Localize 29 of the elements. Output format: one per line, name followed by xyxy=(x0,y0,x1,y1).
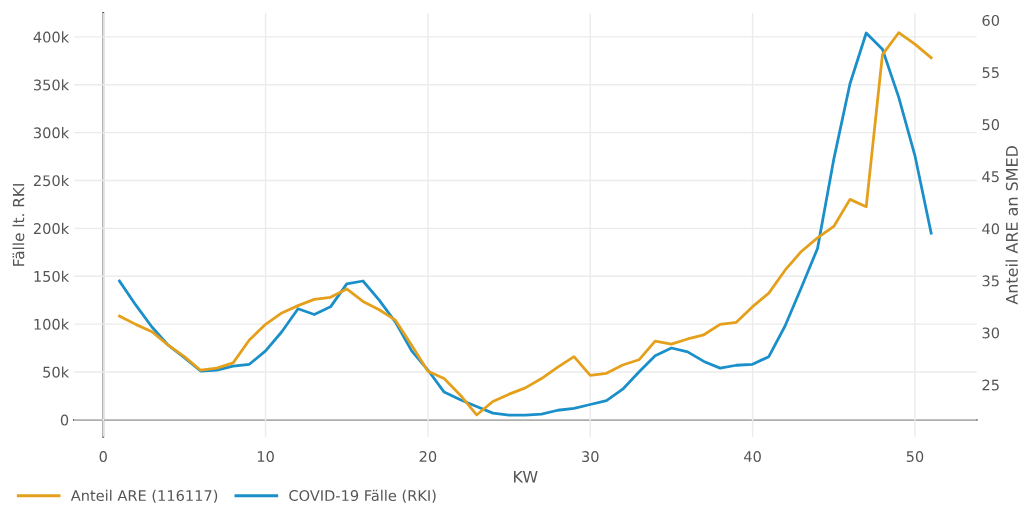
y-tick-label: 0 xyxy=(60,414,69,426)
legend-label: COVID-19 Fälle (RKI) xyxy=(289,489,436,503)
y2-tick-label: 45 xyxy=(982,171,999,183)
x-tick-label: 20 xyxy=(419,451,437,463)
y-axis-title: Fälle lt. RKI xyxy=(12,184,25,266)
y-tick-label: 100k xyxy=(34,318,70,330)
y-tick-label: 50k xyxy=(43,366,70,378)
y2-axis-title: Anteil ARE an SMED xyxy=(1005,146,1018,305)
y-tick-label: 400k xyxy=(33,31,70,43)
y-tick-label: 150k xyxy=(34,270,70,282)
x-tick-label: 10 xyxy=(257,451,274,463)
x-tick-label: 40 xyxy=(744,451,761,463)
legend-label: Anteil ARE (116117) xyxy=(70,489,218,503)
y-tick-label: 200k xyxy=(33,222,70,235)
y2-tick-label: 25 xyxy=(982,379,999,391)
x-tick-label: 30 xyxy=(582,451,599,463)
y2-tick-label: 50 xyxy=(982,119,1000,131)
x-tick-label: 0 xyxy=(99,451,107,463)
y-tick-label: 300k xyxy=(33,127,70,139)
y2-tick-label: 60 xyxy=(982,14,1000,26)
y2-tick-label: 40 xyxy=(982,223,1000,235)
y2-tick-label: 35 xyxy=(982,275,999,287)
y2-tick-label: 55 xyxy=(982,67,999,79)
x-tick-label: 50 xyxy=(906,451,924,463)
y-tick-label: 250k xyxy=(33,174,70,187)
x-axis-title: KW xyxy=(514,470,538,483)
y-tick-label: 350k xyxy=(33,79,70,91)
y2-tick-label: 30 xyxy=(982,327,1000,339)
line-series xyxy=(118,31,933,417)
